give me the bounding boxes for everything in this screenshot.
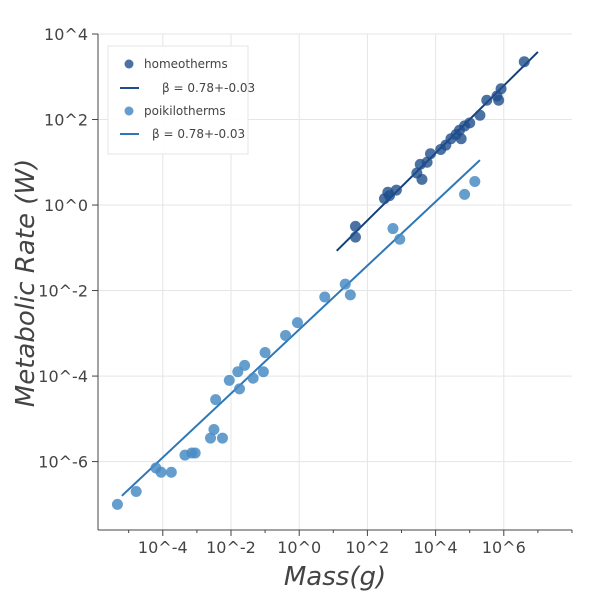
point-poikilotherms [247, 372, 259, 384]
y-tick-label: 10^2 [44, 111, 88, 130]
point-homeotherms [349, 231, 361, 243]
point-poikilotherms [469, 176, 481, 188]
point-poikilotherms [189, 447, 201, 459]
y-tick-label: 10^-2 [38, 282, 88, 301]
x-tick-label: 10^-4 [138, 538, 188, 557]
legend-fit-label-poikilotherms: β = 0.78+-0.03 [152, 127, 245, 141]
x-axis-ticks: 10^-4 10^-2 10^0 10^2 10^4 10^6 [128, 530, 573, 557]
point-poikilotherms [291, 317, 303, 329]
legend[interactable]: homeotherms β = 0.78+-0.03 poikilotherms… [107, 45, 255, 155]
legend-label-poikilotherms: poikilotherms [144, 104, 226, 118]
point-poikilotherms [339, 278, 351, 290]
point-homeotherms [349, 220, 361, 232]
point-poikilotherms [257, 366, 269, 378]
point-homeotherms [518, 56, 530, 68]
x-tick-label: 10^0 [277, 538, 321, 557]
point-homeotherms [455, 133, 467, 145]
legend-fit-label-homeotherms: β = 0.78+-0.03 [162, 81, 255, 95]
y-axis-ticks: 10^4 10^2 10^0 10^-2 10^-4 10^-6 [38, 25, 98, 472]
point-poikilotherms [216, 432, 228, 444]
point-homeotherms [424, 148, 436, 160]
y-axis-title: Metabolic Rate (W) [11, 159, 41, 407]
point-poikilotherms [205, 432, 217, 444]
y-tick-label: 10^0 [44, 196, 88, 215]
point-poikilotherms [111, 498, 123, 510]
point-poikilotherms [165, 466, 177, 478]
point-poikilotherms [459, 188, 471, 200]
point-poikilotherms [344, 289, 356, 301]
point-homeotherms [416, 173, 428, 185]
point-homeotherms [474, 109, 486, 121]
point-poikilotherms [259, 347, 271, 359]
point-homeotherms [390, 184, 402, 196]
x-tick-label: 10^6 [482, 538, 526, 557]
point-poikilotherms [155, 466, 167, 478]
legend-marker-poikilotherms [124, 106, 134, 116]
point-poikilotherms [387, 223, 399, 235]
point-poikilotherms [239, 359, 251, 371]
point-poikilotherms [223, 374, 235, 386]
point-homeotherms [421, 156, 433, 168]
x-axis-title: Mass(g) [284, 562, 386, 592]
point-poikilotherms [130, 486, 142, 498]
point-poikilotherms [234, 383, 246, 395]
point-poikilotherms [394, 233, 406, 245]
point-homeotherms [495, 83, 507, 95]
data-points [111, 56, 530, 510]
y-tick-label: 10^4 [44, 25, 88, 44]
point-homeotherms [493, 94, 505, 106]
y-tick-label: 10^-6 [38, 453, 88, 472]
fit-line-poikilotherms [121, 159, 481, 497]
point-poikilotherms [210, 394, 222, 406]
x-tick-label: 10^-2 [206, 538, 256, 557]
y-tick-label: 10^-4 [38, 367, 88, 386]
point-poikilotherms [319, 291, 331, 303]
legend-label-homeotherms: homeotherms [144, 57, 228, 71]
point-poikilotherms [280, 329, 292, 341]
x-tick-label: 10^2 [345, 538, 389, 557]
x-tick-label: 10^4 [414, 538, 458, 557]
point-homeotherms [481, 94, 493, 106]
point-homeotherms [382, 186, 394, 198]
point-homeotherms [464, 117, 476, 129]
legend-marker-homeotherms [124, 59, 134, 69]
point-poikilotherms [208, 424, 220, 436]
